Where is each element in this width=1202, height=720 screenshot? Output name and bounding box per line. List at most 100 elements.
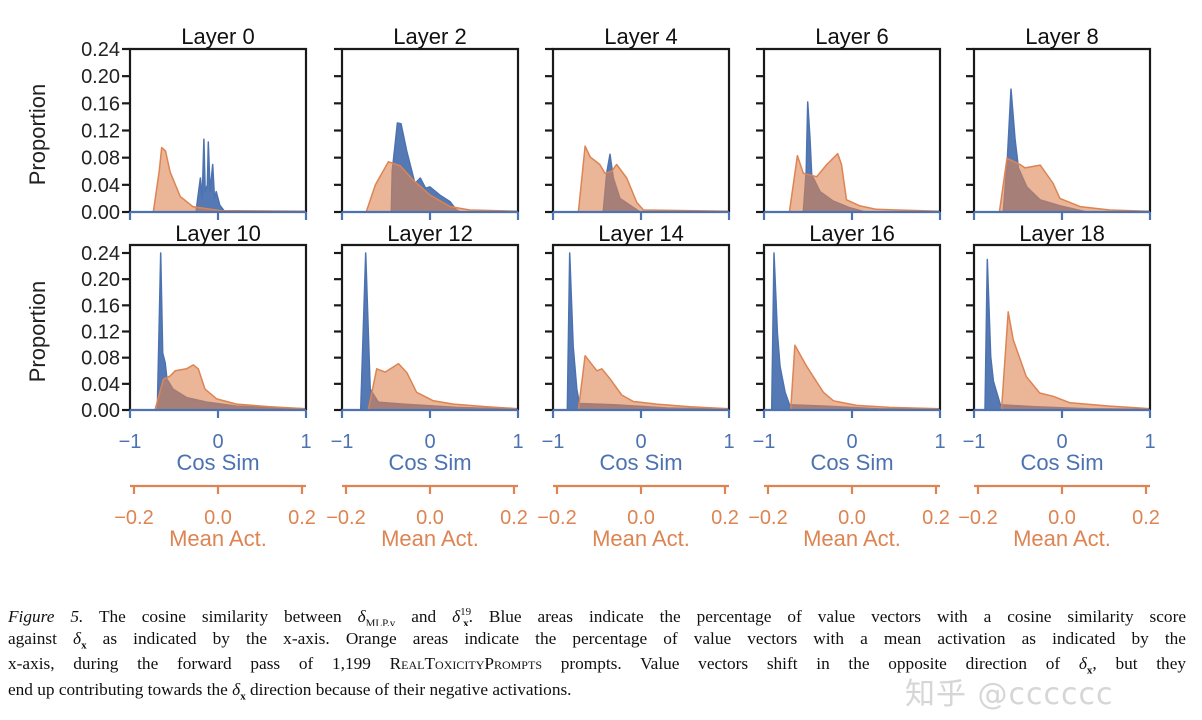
plot-frame [128,243,308,410]
mean-act-area [577,145,730,213]
mean-act-tick-label: −0.2 [748,507,787,529]
panel-layer-18: Layer 18 −1 0 1 Cos Sim −0.2 0.0 0.2 Mean Act. [958,221,1160,551]
plot-frame [551,243,731,410]
y-tick-label: 0.20 [81,66,120,88]
panel-layer-2: Layer 2 [334,24,520,220]
caption-text: The cosine similarity between [83,606,358,626]
mean-act-tick-label: 0.2 [500,507,528,529]
caption-text: x-axis, during the forward pass of 1,199 [8,654,390,673]
math-subscript: x [463,617,469,626]
plot-frame [762,243,942,410]
panel-title: Layer 12 [387,221,473,246]
math-subscript: x [240,689,246,702]
math-symbol: δ [232,679,241,699]
mean-act-tick-label: 0.2 [288,507,316,529]
math-symbol: δ [357,606,366,626]
caption-text: prompts. Value vectors shift in the oppo… [542,654,1079,673]
caption-text: . Blue areas indicate the percentage of … [468,606,1186,626]
cos-sim-axis-label: Cos Sim [388,450,471,475]
panel-layer-10: Layer 100.000.040.080.120.160.200.24Prop… [25,221,316,551]
mean-act-tick-label: 0.2 [1132,507,1160,529]
panel-layer-0: Layer 0 0.00 0.04 0.08 0.12 0.16 0.20 0.24 Propo… [25,24,308,224]
mean-act-tick-label: 0.0 [838,507,866,529]
y-tick-label: 0.16 [81,295,120,317]
cos-sim-tick-label: 1 [512,431,523,453]
panel-layer-8: Layer 8 [966,24,1152,220]
panel-layer-4: Layer 4 [545,24,731,220]
panel-layer-6: Layer 6 [756,24,942,220]
mean-act-axis-label: Mean Act. [592,526,690,551]
math-subscript: x [81,638,87,651]
panel-layer-12: Layer 12 −1 0 1 Cos Sim −0.2 0.0 0.2 Mean Act. [326,221,528,551]
panel-layer-16: Layer 16 −1 0 1 Cos Sim −0.2 0.0 0.2 Mean Act. [748,221,950,551]
caption-text: direction because of their negative acti… [245,679,572,699]
panel-title: Layer 4 [604,24,677,49]
caption-line: x-axis, during the forward pass of 1,199… [8,651,1186,677]
cos-sim-tick-label: 0 [212,431,223,453]
cos-sim-tick-label: 0 [1056,431,1067,453]
cos-sim-tick-label: 0 [846,431,857,453]
plot-frame [762,47,942,212]
mean-act-area [789,344,941,411]
mean-act-tick-label: −0.2 [537,507,576,529]
mean-act-tick-label: 0.0 [627,507,655,529]
y-axis-label: Proportion [25,84,50,186]
plot-frame [340,243,520,410]
cos-sim-tick-label: 0 [635,431,646,453]
math-superscript: 19 [460,606,472,618]
math-symbol: δ [73,628,82,648]
caption-text: as indicated by the x-axis. Orange areas… [86,628,1186,648]
y-tick-label: 0.08 [81,348,120,370]
mean-act-area [365,160,519,213]
caption-text: and [395,606,453,626]
mean-act-axis-label: Mean Act. [1013,526,1111,551]
y-tick-label: 0.16 [81,93,120,115]
cos-sim-axis-label: Cos Sim [176,450,259,475]
mean-act-axis-label: Mean Act. [803,526,901,551]
panel-title: Layer 0 [181,24,254,49]
plot-frame [551,47,731,212]
mean-act-area [367,362,519,411]
caption-line: against δx as indicated by the x-axis. O… [8,626,1186,652]
figure-5-histogram-grid: Layer 00.000.040.080.120.160.200.24Propo… [25,24,1160,551]
y-axis-label: Proportion [25,281,50,383]
panel-layer-14: Layer 14 −1 0 1 Cos Sim −0.2 0.0 0.2 Mean Act. [537,221,739,551]
caption-text: , but they [1092,654,1186,673]
mean-act-tick-label: 0.0 [416,507,444,529]
cos-sim-tick-label: 1 [300,431,311,453]
mean-act-axis-label: Mean Act. [381,526,479,551]
mean-act-tick-label: −0.2 [326,507,365,529]
mean-act-tick-label: −0.2 [958,507,997,529]
y-tick-label: 0.24 [81,243,120,265]
dataset-name: RealToxicityPrompts [389,654,542,673]
panel-title: Layer 2 [393,24,466,49]
panel-title: Layer 16 [809,221,895,246]
cos-sim-axis-label: Cos Sim [1020,450,1103,475]
y-tick-label: 0.20 [81,269,120,291]
mean-act-area [998,157,1151,213]
cos-sim-tick-label: 1 [723,431,734,453]
panel-title: Layer 6 [815,24,888,49]
cos-sim-tick-label: 1 [934,431,945,453]
panel-title: Layer 10 [175,221,261,246]
math-subscript: MLP.v [365,617,396,626]
caption-text: against [8,628,74,648]
panel-title: Layer 18 [1019,221,1105,246]
mean-act-tick-label: 0.0 [1048,507,1076,529]
cos-sim-axis-label: Cos Sim [810,450,893,475]
y-tick-label: 0.12 [81,322,120,344]
math-delta: δx [232,679,246,702]
mean-act-area [1000,311,1151,411]
mean-act-tick-label: 0.2 [711,507,739,529]
mean-act-axis-label: Mean Act. [169,526,267,551]
caption-line: end up contributing towards the δx direc… [8,677,1186,703]
y-tick-label: 0.00 [81,202,120,224]
cos-sim-area [195,138,226,213]
math-delta: δ19x [452,606,472,626]
cos-sim-tick-label: −1 [119,431,142,453]
cos-sim-tick-label: −1 [542,431,565,453]
panel-title: Layer 8 [1025,24,1098,49]
plot-frame [972,243,1152,410]
mean-act-area [154,364,307,411]
cos-sim-tick-label: −1 [963,431,986,453]
